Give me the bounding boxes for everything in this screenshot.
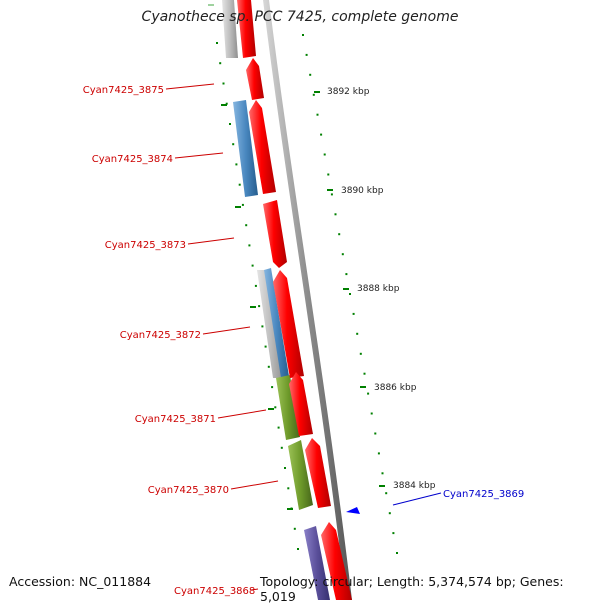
accession-text: Accession: NC_011884 <box>9 574 152 589</box>
label-leader <box>230 480 279 490</box>
guide-dot <box>280 446 283 449</box>
guide-dot <box>302 34 304 36</box>
label-leader <box>202 326 251 335</box>
gene-3871-green[interactable] <box>276 375 300 440</box>
guide-dot <box>396 552 398 554</box>
guide-dot <box>356 332 359 335</box>
label-leader <box>392 492 442 506</box>
guide-dot <box>388 512 391 515</box>
guide-dot <box>327 173 330 176</box>
gene-3872-arrow[interactable] <box>273 270 304 378</box>
guide-dot <box>248 244 251 247</box>
dotted-guides <box>208 4 398 554</box>
guide-dot <box>241 203 244 206</box>
guide-dot <box>312 93 315 96</box>
guide-dot <box>323 153 326 156</box>
guide-dot <box>334 213 337 216</box>
gene-3868-purple[interactable] <box>304 526 330 600</box>
guide-dot <box>216 42 218 44</box>
label-leader <box>217 409 267 419</box>
map-title: Cyanothece sp. PCC 7425, complete genome <box>141 9 459 25</box>
scale-label: 3884 kbp <box>393 481 436 491</box>
gene-3874-blue[interactable] <box>233 100 258 197</box>
guide-dot <box>254 284 257 287</box>
guide-dot <box>320 133 323 136</box>
guide-dot <box>370 412 373 415</box>
gene-3868-arrow[interactable] <box>321 522 352 600</box>
guide-dot <box>287 487 290 490</box>
guide-dot <box>349 293 351 295</box>
guide-dot <box>258 305 261 308</box>
gene-label-3868[interactable]: Cyan7425_3868 <box>174 586 255 597</box>
genome-backbone <box>263 0 352 600</box>
guide-dot <box>330 193 333 196</box>
label-leader <box>165 83 215 90</box>
guide-dot <box>352 312 355 315</box>
guide-dot <box>219 62 222 65</box>
reverse-strand-genes <box>222 0 330 600</box>
guide-dot <box>363 372 366 375</box>
scale-label: 3892 kbp <box>327 87 370 97</box>
guide-dot <box>264 345 267 348</box>
guide-dot <box>271 386 274 389</box>
gene-label-3873[interactable]: Cyan7425_3873 <box>105 240 186 251</box>
guide-dot <box>238 183 241 186</box>
guide-dot <box>277 426 280 429</box>
guide-dot <box>232 143 235 146</box>
guide-marker <box>208 4 214 6</box>
scale-ticks <box>221 91 385 510</box>
guide-dot <box>359 352 362 355</box>
guide-dot <box>367 392 370 395</box>
guide-dot <box>345 273 348 276</box>
guide-dot <box>274 406 277 409</box>
scale-label: 3888 kbp <box>357 284 400 294</box>
guide-dot <box>229 123 231 125</box>
guide-dot <box>293 527 296 530</box>
gene-3871-arrow[interactable] <box>289 372 313 436</box>
guide-dot <box>309 73 312 76</box>
label-leader <box>174 152 224 159</box>
gene-3869-feature[interactable] <box>346 507 360 514</box>
gene-label-3874[interactable]: Cyan7425_3874 <box>92 154 173 165</box>
gene-label-3870[interactable]: Cyan7425_3870 <box>148 485 229 496</box>
scale-label: 3890 kbp <box>341 186 384 196</box>
guide-dot <box>245 224 248 227</box>
guide-dot <box>316 113 319 116</box>
guide-dot <box>222 82 225 85</box>
guide-dot <box>267 365 270 368</box>
gene-3875-arrow[interactable] <box>246 58 264 100</box>
guide-dot <box>251 264 254 267</box>
gene-label-3871[interactable]: Cyan7425_3871 <box>135 414 216 425</box>
gene-forward-top[interactable] <box>237 0 256 58</box>
gene-3870-green[interactable] <box>288 440 313 510</box>
gene-gray-top[interactable] <box>222 0 238 58</box>
guide-dot <box>297 548 299 550</box>
guide-dot <box>235 163 238 166</box>
gene-label-3869[interactable]: Cyan7425_3869 <box>443 489 524 500</box>
guide-dot <box>225 102 228 105</box>
gene-label-3875[interactable]: Cyan7425_3875 <box>83 85 164 96</box>
gene-3874-arrow[interactable] <box>249 100 276 194</box>
forward-strand-genes <box>237 0 352 600</box>
guide-dot <box>392 532 395 535</box>
label-leader <box>187 237 235 245</box>
guide-dot <box>261 325 264 328</box>
guide-dot <box>284 467 286 469</box>
gene-3873-arrow[interactable] <box>263 200 287 268</box>
gene-3872-blue[interactable] <box>264 268 289 378</box>
guide-dot <box>385 492 388 495</box>
label-leader <box>250 588 259 591</box>
gene-3870-arrow[interactable] <box>305 438 331 508</box>
gene-label-3872[interactable]: Cyan7425_3872 <box>120 330 201 341</box>
guide-dot <box>341 253 344 256</box>
guide-dot <box>381 472 384 475</box>
guide-dot <box>338 233 341 236</box>
guide-dot <box>377 452 380 455</box>
guide-dot <box>305 53 308 56</box>
scale-label: 3886 kbp <box>374 383 417 393</box>
guide-dot <box>374 432 377 435</box>
